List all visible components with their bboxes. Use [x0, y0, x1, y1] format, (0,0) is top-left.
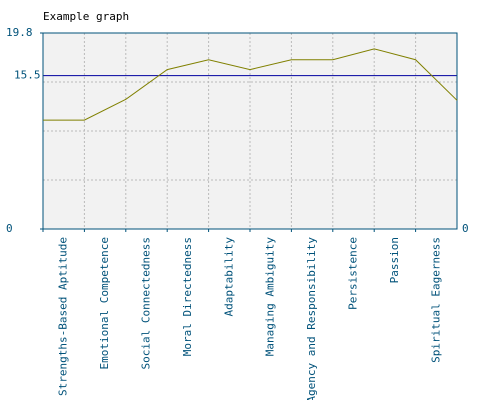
x-tick-label: Persistence — [347, 237, 360, 310]
x-tick-label: Agency and Responsibility — [305, 237, 318, 400]
y2-tick-label: 0 — [462, 222, 469, 235]
data-line — [43, 48, 458, 121]
x-tick-label: Passion — [388, 237, 401, 283]
x-tick-label: Strengths-Based Aptitude — [57, 237, 70, 396]
y-tick-label: 0 — [6, 222, 13, 235]
y-tick-label: 19.8 — [6, 26, 33, 39]
reference-label: 15.5 — [14, 69, 41, 82]
x-tick-label: Moral Directedness — [181, 237, 194, 356]
x-tick-label: Emotional Competence — [98, 237, 111, 369]
x-tick-label: Managing Ambiguity — [264, 237, 277, 357]
x-tick-label: Adaptability — [222, 237, 235, 317]
x-tick-label: Spiritual Eagerness — [429, 237, 442, 363]
x-tick-label: Social Connectedness — [140, 237, 153, 369]
chart-title: Example graph — [43, 10, 129, 23]
